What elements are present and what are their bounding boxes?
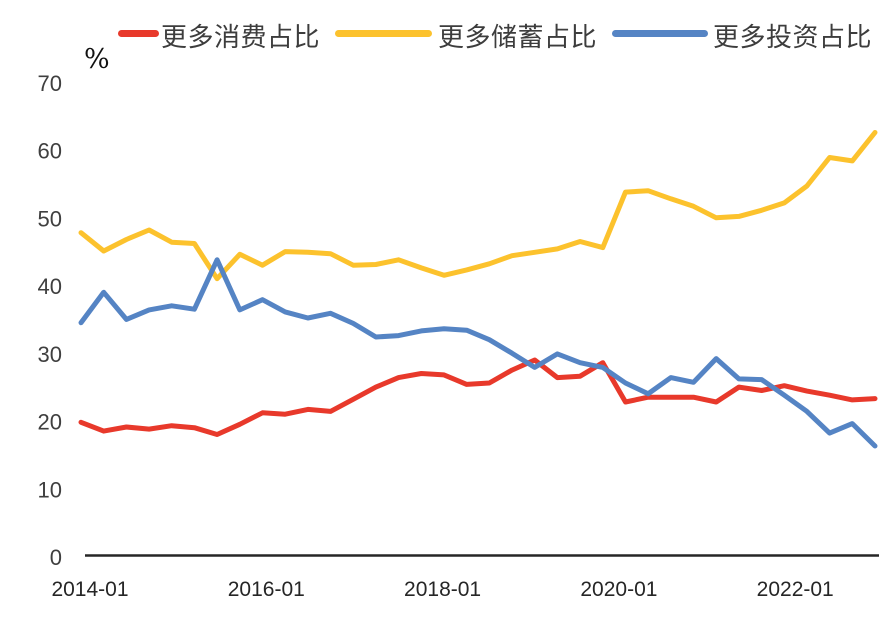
y-tick-60: 60 xyxy=(38,139,62,164)
x-tick-2018-01: 2018-01 xyxy=(404,578,481,601)
legend-label-consumption: 更多消费占比 xyxy=(161,22,321,52)
x-tick-2022-01: 2022-01 xyxy=(757,578,834,601)
x-tick-2014-01: 2014-01 xyxy=(51,578,128,601)
y-tick-10: 10 xyxy=(38,477,62,502)
y-tick-20: 20 xyxy=(38,410,62,435)
legend-label-saving: 更多储蓄占比 xyxy=(438,22,598,52)
x-tick-2016-01: 2016-01 xyxy=(228,578,305,601)
y-tick-70: 70 xyxy=(38,71,62,96)
series-line-consumption xyxy=(78,357,878,437)
series-lines xyxy=(78,130,878,449)
legend-swatch-saving xyxy=(335,30,432,37)
y-tick-50: 50 xyxy=(38,206,62,231)
y-axis-tick-labels: 0 10 20 30 40 50 60 70 xyxy=(38,71,62,570)
legend-swatch-investment xyxy=(612,30,708,37)
y-axis-unit-label: % xyxy=(84,44,110,75)
series-line-investment xyxy=(78,257,878,449)
x-axis-tick-labels: 2014-01 2016-01 2018-01 2020-01 2022-01 xyxy=(51,578,833,601)
legend-swatch-consumption xyxy=(118,30,159,37)
x-tick-2020-01: 2020-01 xyxy=(580,578,657,601)
y-tick-30: 30 xyxy=(38,342,62,367)
series-line-saving xyxy=(78,130,878,282)
y-tick-40: 40 xyxy=(38,274,62,299)
legend-label-investment: 更多投资占比 xyxy=(713,22,873,52)
y-tick-0: 0 xyxy=(50,545,62,570)
